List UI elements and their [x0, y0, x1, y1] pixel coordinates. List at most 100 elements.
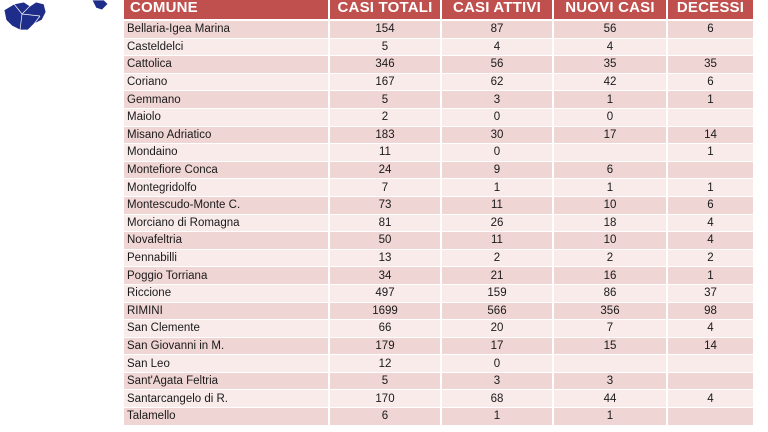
cell-decessi [667, 161, 753, 180]
table-header-row: COMUNE CASI TOTALI CASI ATTIVI NUOVI CAS… [124, 0, 753, 21]
cell-casi-totali: 81 [329, 214, 442, 233]
cell-decessi: 35 [667, 55, 753, 74]
table-row: Sant'Agata Feltria 5 3 3 [124, 372, 753, 391]
cell-comune: Montegridolfo [124, 178, 330, 197]
cell-casi-totali: 497 [329, 284, 442, 303]
cell-nuovi-casi: 17 [553, 126, 668, 145]
cell-nuovi-casi: 7 [553, 319, 668, 338]
cell-nuovi-casi: 0 [553, 108, 668, 127]
cell-casi-attivi: 20 [441, 319, 554, 338]
cell-casi-attivi: 26 [441, 214, 554, 233]
column-header-casi-totali: CASI TOTALI [329, 0, 442, 21]
cell-casi-attivi: 3 [441, 372, 554, 391]
cell-comune: Mondaino [124, 143, 330, 162]
cell-casi-totali: 346 [329, 55, 442, 74]
cell-decessi: 4 [667, 389, 753, 409]
column-header-casi-attivi: CASI ATTIVI [441, 0, 554, 21]
cell-decessi: 1 [667, 266, 753, 285]
cell-casi-attivi: 56 [441, 55, 554, 74]
cell-casi-attivi: 21 [441, 266, 554, 285]
cell-decessi [667, 407, 753, 426]
cell-casi-totali: 2 [329, 108, 442, 127]
cell-nuovi-casi: 10 [553, 231, 668, 250]
cell-comune: Montescudo-Monte C. [124, 196, 330, 215]
cell-nuovi-casi: 35 [553, 55, 668, 74]
cell-nuovi-casi: 10 [553, 196, 668, 215]
cell-casi-attivi: 1 [441, 178, 554, 197]
cell-comune: Misano Adriatico [124, 126, 330, 145]
cell-casi-totali: 179 [329, 337, 442, 356]
cell-decessi [667, 38, 753, 57]
cell-casi-attivi: 3 [441, 90, 554, 109]
table-row: Coriano 167 62 42 6 [124, 73, 753, 92]
cell-decessi: 14 [667, 337, 753, 356]
table-body: Bellaria-Igea Marina 154 87 56 6 Casteldelci 5… [124, 20, 753, 426]
cell-casi-attivi: 11 [441, 231, 554, 250]
cell-casi-totali: 7 [329, 178, 442, 197]
table-row: Bellaria-Igea Marina 154 87 56 6 [124, 20, 753, 39]
table-row: RIMINI 1699 566 356 98 [124, 302, 753, 321]
cell-casi-attivi: 30 [441, 126, 554, 145]
cell-nuovi-casi: 6 [553, 161, 668, 180]
cell-nuovi-casi: 3 [553, 372, 668, 391]
cell-comune: Sant'Agata Feltria [124, 372, 330, 391]
table-row: Gemmano 5 3 1 1 [124, 90, 753, 109]
cell-casi-attivi: 0 [441, 143, 554, 162]
table-row: Cattolica 346 56 35 35 [124, 55, 753, 74]
column-header-comune: COMUNE [124, 0, 330, 21]
table-row: Casteldelci 5 4 4 [124, 38, 753, 57]
cell-decessi [667, 354, 753, 373]
cell-decessi: 4 [667, 319, 753, 338]
cell-casi-totali: 34 [329, 266, 442, 285]
cell-casi-totali: 11 [329, 143, 442, 162]
cell-decessi: 1 [667, 90, 753, 109]
cell-casi-totali: 5 [329, 372, 442, 391]
region-map-fragment [3, 0, 109, 31]
column-header-decessi: DECESSI [667, 0, 753, 21]
table-row: San Giovanni in M. 179 17 15 14 [124, 337, 753, 356]
cell-comune: Talamello [124, 407, 330, 426]
cell-casi-totali: 154 [329, 20, 442, 39]
cell-comune: San Giovanni in M. [124, 337, 330, 356]
cell-comune: RIMINI [124, 302, 330, 321]
cell-decessi: 1 [667, 143, 753, 162]
cell-casi-attivi: 62 [441, 73, 554, 92]
cell-comune: Cattolica [124, 55, 330, 74]
cell-nuovi-casi: 56 [553, 20, 668, 39]
cell-comune: Casteldelci [124, 38, 330, 57]
table-row: Montegridolfo 7 1 1 1 [124, 178, 753, 197]
cell-casi-totali: 13 [329, 249, 442, 268]
cell-nuovi-casi: 15 [553, 337, 668, 356]
cell-casi-totali: 5 [329, 38, 442, 57]
cell-comune: Bellaria-Igea Marina [124, 20, 330, 39]
cell-decessi: 4 [667, 214, 753, 233]
cell-decessi: 37 [667, 284, 753, 303]
cell-casi-attivi: 87 [441, 20, 554, 39]
cell-decessi: 6 [667, 73, 753, 92]
cell-nuovi-casi: 2 [553, 249, 668, 268]
cell-casi-attivi: 159 [441, 284, 554, 303]
cell-decessi [667, 108, 753, 127]
table-row: Pennabilli 13 2 2 2 [124, 249, 753, 268]
cell-nuovi-casi: 356 [553, 302, 668, 321]
cell-nuovi-casi: 42 [553, 73, 668, 92]
cell-casi-totali: 170 [329, 389, 442, 409]
cell-comune: Riccione [124, 284, 330, 303]
cell-comune: Coriano [124, 73, 330, 92]
cell-comune: Santarcangelo di R. [124, 389, 330, 409]
table-row: San Clemente 66 20 7 4 [124, 319, 753, 338]
cell-decessi: 1 [667, 178, 753, 197]
cell-nuovi-casi [553, 354, 668, 373]
cell-nuovi-casi: 86 [553, 284, 668, 303]
cell-casi-totali: 183 [329, 126, 442, 145]
cell-casi-attivi: 2 [441, 249, 554, 268]
column-header-nuovi-casi: NUOVI CASI [553, 0, 668, 21]
cell-nuovi-casi: 1 [553, 178, 668, 197]
cell-decessi: 14 [667, 126, 753, 145]
cell-decessi [667, 372, 753, 391]
cell-decessi: 98 [667, 302, 753, 321]
cell-comune: Poggio Torriana [124, 266, 330, 285]
cell-casi-totali: 1699 [329, 302, 442, 321]
cell-comune: Pennabilli [124, 249, 330, 268]
